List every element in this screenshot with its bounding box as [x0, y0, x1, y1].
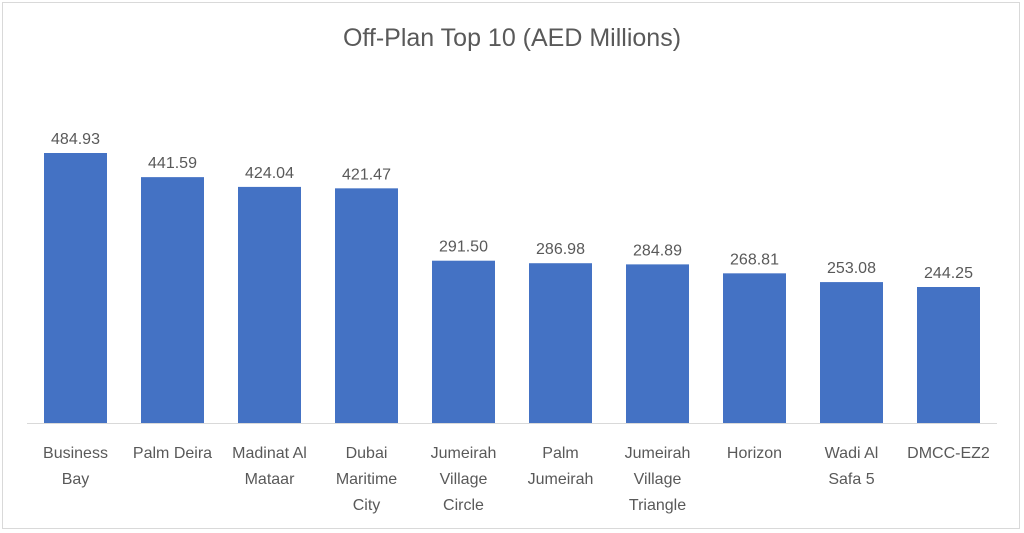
bar — [432, 260, 495, 423]
category-label: Jumeirah Village Circle — [431, 445, 497, 514]
category-label: Madinat Al Mataar — [232, 445, 307, 488]
data-label: 291.50 — [439, 239, 488, 256]
category-label: Wadi Al Safa 5 — [825, 445, 879, 488]
data-label: 441.59 — [148, 155, 197, 172]
bar — [44, 153, 107, 423]
data-label: 424.04 — [245, 165, 294, 182]
bar — [626, 264, 689, 423]
category-label: Business Bay — [43, 445, 108, 488]
bar — [820, 282, 883, 423]
data-label: 421.47 — [342, 166, 391, 183]
data-label: 268.81 — [730, 251, 779, 268]
data-label: 244.25 — [924, 265, 973, 282]
category-label: Dubai Maritime City — [336, 445, 397, 514]
data-label: 484.93 — [51, 131, 100, 148]
bar — [723, 273, 786, 423]
chart-title: Off-Plan Top 10 (AED Millions) — [342, 24, 682, 52]
category-label: Jumeirah Village Triangle — [625, 445, 691, 514]
category-label: Palm Jumeirah — [528, 445, 594, 488]
category-label: DMCC-EZ2 — [907, 445, 990, 462]
bar — [529, 263, 592, 423]
data-label: 253.08 — [827, 260, 876, 277]
data-label: 286.98 — [536, 241, 585, 258]
category-label: Palm Deira — [133, 445, 212, 462]
bar — [335, 188, 398, 423]
bar — [917, 287, 980, 423]
category-label: Horizon — [727, 445, 782, 462]
bar — [141, 177, 204, 423]
data-label: 284.89 — [633, 242, 682, 259]
bar — [238, 186, 301, 423]
